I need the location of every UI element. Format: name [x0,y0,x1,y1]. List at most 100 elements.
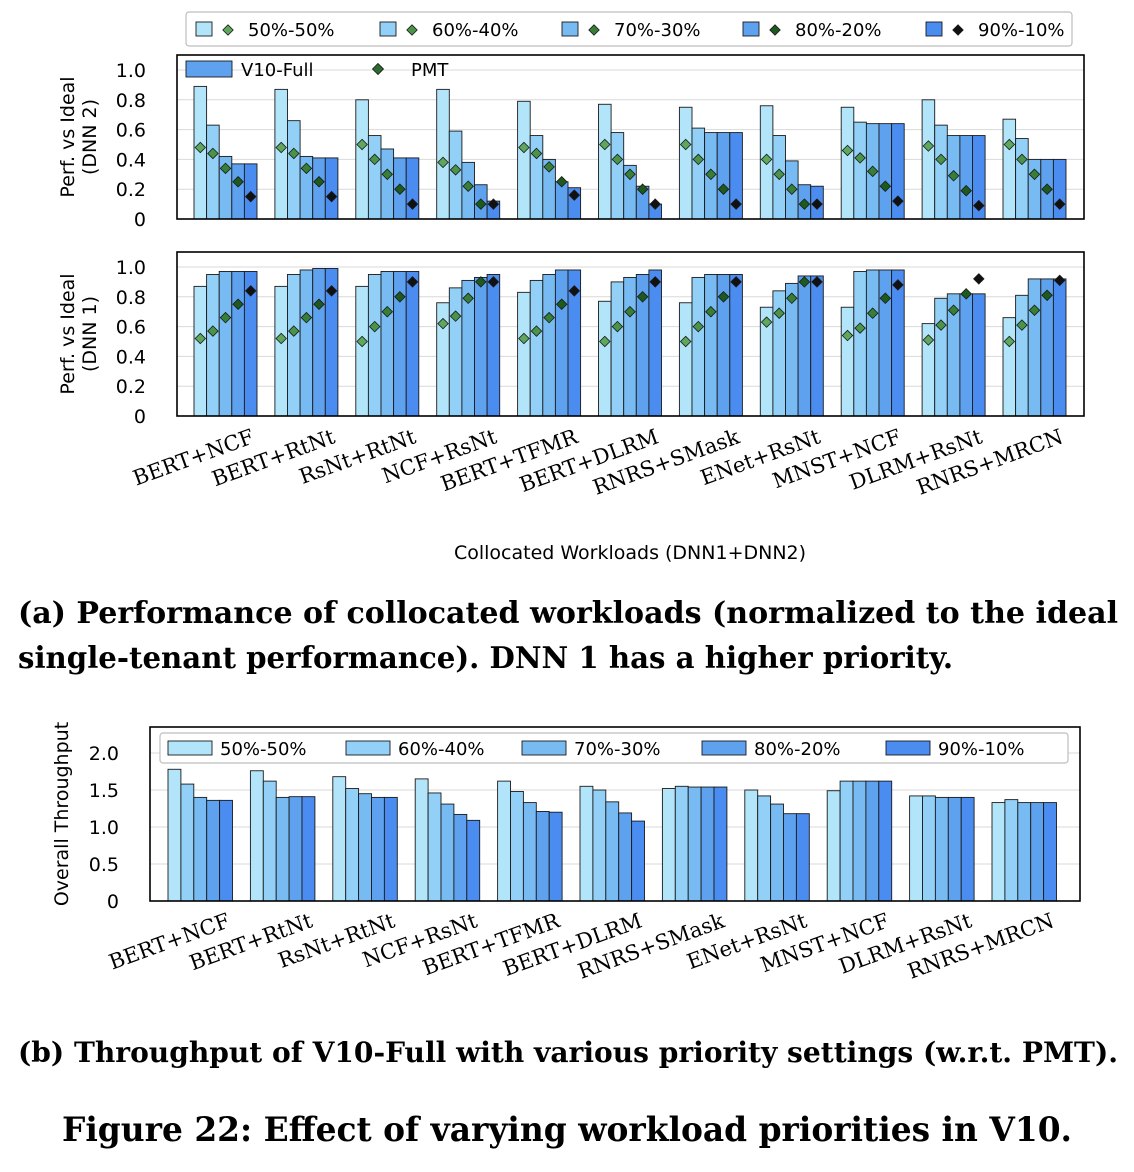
pmt-marker [487,276,500,288]
y-tick-label: 0.6 [116,317,146,339]
bar [405,271,420,417]
y-axis-label: Perf. vs Ideal(DNN 2) [57,76,101,197]
pmt-marker [854,152,866,164]
bar [522,802,537,902]
bar [448,287,463,417]
bar [287,274,301,417]
pmt-marker [194,332,207,345]
bar [275,796,290,902]
bar [274,88,288,220]
pmt-marker [611,153,624,166]
pmt-marker [730,198,742,210]
pmt-marker [313,175,325,188]
bar [497,780,511,902]
pmt-marker [194,141,207,154]
pmt-marker [841,144,854,157]
bar [795,813,810,902]
pmt-marker [406,276,419,288]
bar [367,135,382,220]
bar [631,820,645,902]
bar [510,791,524,902]
pmt-marker [1053,198,1066,210]
bar [287,120,301,220]
bar [371,796,385,902]
bar [757,795,772,902]
bar [206,274,220,417]
pmt-marker [892,195,904,207]
bar [934,124,948,220]
pmt-marker [437,317,449,330]
y-tick-label: 0.4 [116,149,146,171]
pmt-marker [960,184,972,197]
bar [826,790,841,902]
bar [891,269,905,417]
bar [474,276,488,417]
bar [770,803,784,902]
pmt-marker [1041,183,1053,195]
caption-b: (b) Throughput of V10-Full with various … [18,1036,1118,1069]
pmt-marker [449,164,462,176]
bar [853,121,867,220]
pmt-marker [717,183,730,195]
bar [301,796,316,902]
y-tick-label: 1.0 [89,817,119,839]
pmt-marker [437,156,449,169]
pmt-marker [730,276,742,288]
bar [367,274,382,417]
pmt-marker [760,316,773,328]
bar [691,127,706,220]
bar [167,768,182,902]
legend-label: 50%-50% [248,20,335,41]
pmt-marker [773,307,785,319]
bar [839,780,854,902]
bar [1052,278,1067,417]
plot-frame [149,726,1081,902]
pmt-marker [1041,289,1053,302]
legend-pmt-marker [952,24,964,36]
bar [605,801,620,902]
y-tick-label: 0.6 [116,120,146,142]
bar [218,271,233,417]
pmt-marker [692,320,705,333]
bar [1027,158,1042,220]
legend-label-v10: V10-Full [241,60,314,81]
bar [231,163,245,220]
bar [744,789,759,902]
bar [1052,158,1067,220]
pmt-marker [866,165,879,178]
bar [959,293,973,417]
pmt-marker [973,199,985,212]
legend-pmt-marker [769,24,781,36]
bar [517,100,531,220]
bar [909,795,923,902]
legend-pmt-marker [588,24,600,36]
pmt-marker [356,335,368,348]
bar [598,103,612,220]
bar [414,778,429,902]
bar [921,99,936,220]
pmt-marker [518,141,530,154]
bar [991,802,1006,902]
legend-label: 90%-10% [938,739,1025,760]
pmt-marker [207,325,219,337]
bar [1002,118,1017,220]
bar [960,796,975,902]
legend-swatch [561,21,579,37]
pmt-marker [717,291,730,303]
bar [1030,802,1045,902]
pmt-marker [879,180,892,192]
pmt-marker [692,153,705,166]
bar [180,783,195,902]
bar [713,786,728,902]
pmt-marker [325,190,338,203]
bar [380,148,395,220]
pmt-marker [530,325,543,337]
bar [517,291,531,417]
legend-box [185,11,1073,47]
y-tick-label: 1.0 [116,257,146,279]
pmt-marker [636,291,649,303]
bar [729,274,743,417]
pmt-marker [773,168,785,181]
bar [610,132,625,220]
bar [466,819,481,902]
